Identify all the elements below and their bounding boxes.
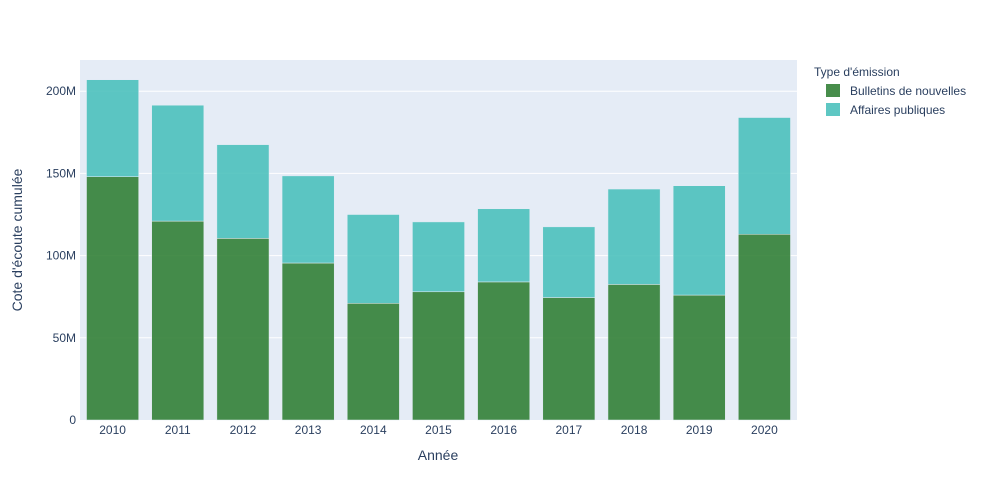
x-tick-label: 2017 [556,423,583,437]
x-tick-label: 2012 [230,423,257,437]
bar-affaires-2015[interactable] [412,221,465,293]
x-tick-label: 2018 [621,423,648,437]
legend: Type d'émission Bulletins de nouvelles A… [814,65,966,117]
bar-affaires-2010[interactable] [86,79,139,177]
bar-affaires-2012[interactable] [216,144,270,239]
y-tick-label: 50M [53,331,76,345]
bar-bulletins-2017[interactable] [542,297,596,421]
bar-bulletins-2020[interactable] [738,233,791,421]
y-tick-label: 0 [69,413,76,427]
legend-swatch-affaires [826,103,840,116]
x-tick-label: 2013 [295,423,322,437]
bar-bulletins-2010[interactable] [86,176,139,421]
bar-affaires-2020[interactable] [738,117,791,235]
x-tick-label: 2011 [165,423,191,437]
y-tick-labels: 0 50M 100M 150M 200M [46,84,76,427]
legend-title: Type d'émission [814,65,900,79]
bar-affaires-2017[interactable] [542,226,596,298]
legend-swatch-bulletins [826,84,840,97]
bar-affaires-2014[interactable] [346,214,400,304]
bar-affaires-2013[interactable] [281,175,335,264]
bar-bulletins-2013[interactable] [281,262,335,421]
bar-bulletins-2014[interactable] [346,303,400,421]
bar-bulletins-2016[interactable] [477,281,531,421]
y-tick-label: 200M [46,84,76,98]
y-tick-label: 150M [46,166,76,180]
bar-bulletins-2011[interactable] [151,220,205,421]
x-tick-labels: 2010 2011 2012 2013 2014 2015 2016 2017 2018 2019… [99,423,778,437]
y-tick-label: 100M [46,249,76,263]
y-axis-title: Cote d'écoute cumulée [9,168,25,311]
legend-label-affaires: Affaires publiques [850,103,945,117]
bar-bulletins-2019[interactable] [672,294,726,421]
x-tick-label: 2010 [99,423,126,437]
x-tick-label: 2019 [686,423,713,437]
bar-affaires-2011[interactable] [151,104,205,222]
x-tick-label: 2014 [360,423,387,437]
bar-bulletins-2015[interactable] [412,291,465,421]
x-tick-label: 2015 [425,423,452,437]
bar-affaires-2018[interactable] [607,188,661,285]
legend-item-bulletins[interactable]: Bulletins de nouvelles [826,84,966,98]
legend-item-affaires[interactable]: Affaires publiques [826,103,945,117]
x-tick-label: 2020 [751,423,778,437]
x-axis-title: Année [418,447,459,463]
bar-affaires-2019[interactable] [672,185,726,296]
bar-bulletins-2018[interactable] [607,284,661,421]
bar-bulletins-2012[interactable] [216,238,270,421]
legend-label-bulletins: Bulletins de nouvelles [850,84,966,98]
x-tick-label: 2016 [490,423,517,437]
bars [86,79,791,421]
bar-affaires-2016[interactable] [477,208,531,283]
